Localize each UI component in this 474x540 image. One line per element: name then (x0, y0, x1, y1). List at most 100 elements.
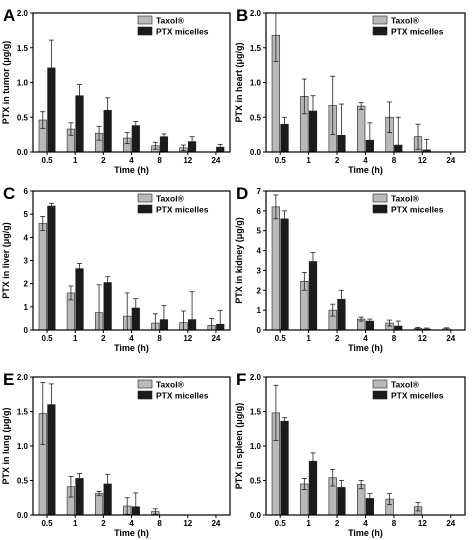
y-tick-label: 2.0 (17, 9, 29, 18)
bar-taxol (38, 223, 47, 331)
x-tick-label: 8 (392, 519, 397, 528)
y-tick-label: 3 (257, 266, 262, 275)
x-axis-label: Time (h) (114, 528, 149, 538)
x-tick-label: 12 (418, 156, 427, 165)
y-tick-label: 0 (24, 326, 29, 335)
plot-frame (32, 12, 231, 153)
bar-taxol (94, 493, 104, 516)
x-tick-label: 4 (363, 334, 368, 343)
panel-letter: C (3, 184, 15, 203)
x-tick-label: 8 (392, 156, 397, 165)
x-tick-label: 1 (306, 334, 311, 343)
y-tick-label: 1.0 (250, 79, 262, 88)
y-tick-label: 0.5 (17, 113, 29, 122)
legend-swatch (137, 193, 153, 203)
y-tick-label: 3 (24, 257, 29, 266)
legend-swatch (137, 204, 153, 214)
x-tick-label: 12 (183, 156, 192, 165)
plot-frame (265, 190, 466, 331)
bar-ptx-micelles (47, 205, 56, 331)
x-tick-label: 12 (418, 519, 427, 528)
x-tick-label: 1 (73, 334, 78, 343)
y-tick-label: 2.0 (250, 373, 262, 382)
panel-letter: B (236, 6, 248, 25)
legend-swatch (137, 26, 153, 36)
y-tick-label: 6 (257, 207, 262, 216)
legend-label: PTX micelles (156, 391, 209, 401)
panel-letter: A (3, 6, 15, 25)
x-axis-label: Time (h) (348, 343, 383, 353)
legend-label: PTX micelles (391, 391, 444, 401)
x-tick-label: 0.5 (42, 334, 54, 343)
x-tick-label: 2 (101, 334, 106, 343)
y-tick-label: 5 (257, 227, 262, 236)
x-tick-label: 8 (392, 334, 397, 343)
y-tick-label: 1.0 (250, 442, 262, 451)
y-tick-label: 4 (257, 247, 262, 256)
y-tick-label: 1.0 (17, 79, 29, 88)
y-axis-label: PTX in liver (μg/g) (1, 222, 11, 299)
legend-swatch (137, 379, 153, 389)
x-tick-label: 1 (306, 519, 311, 528)
y-tick-label: 5 (24, 210, 29, 219)
x-tick-label: 0.5 (275, 156, 287, 165)
bar-taxol (271, 206, 281, 331)
bar-ptx-micelles (75, 478, 84, 516)
x-tick-label: 4 (129, 334, 134, 343)
y-tick-label: 7 (257, 187, 262, 196)
legend-label: PTX micelles (391, 205, 444, 215)
bar-taxol (357, 105, 366, 153)
y-axis-label: PTX in tumor (μg/g) (1, 41, 11, 125)
x-tick-label: 24 (446, 519, 455, 528)
y-tick-label: 1.0 (17, 442, 29, 451)
y-tick-label: 1.5 (17, 408, 29, 417)
bar-taxol (357, 484, 366, 516)
legend-swatch (137, 390, 153, 400)
legend-label: PTX micelles (156, 205, 209, 215)
bar-ptx-micelles (308, 261, 318, 331)
plot-frame (32, 376, 231, 516)
legend-label: PTX micelles (391, 27, 444, 37)
y-axis-label: PTX in heart (μg/g) (234, 42, 244, 122)
x-tick-label: 4 (129, 156, 134, 165)
x-tick-label: 24 (446, 156, 455, 165)
bar-ptx-micelles (280, 218, 289, 331)
x-tick-label: 4 (363, 156, 368, 165)
legend-label: Taxol® (391, 380, 420, 390)
panel-letter: F (236, 370, 246, 389)
y-tick-label: 1.5 (250, 408, 262, 417)
y-axis-label: PTX in lung (μg/g) (1, 408, 11, 485)
x-axis-label: Time (h) (114, 165, 149, 175)
x-tick-label: 8 (157, 519, 162, 528)
y-tick-label: 0.5 (17, 477, 29, 486)
y-tick-label: 0.0 (250, 148, 262, 157)
legend-swatch (137, 15, 153, 25)
bar-ptx-micelles (75, 268, 84, 331)
x-tick-label: 2 (335, 334, 340, 343)
legend-label: Taxol® (391, 16, 420, 26)
legend-label: Taxol® (391, 194, 420, 204)
x-tick-label: 24 (211, 156, 220, 165)
legend-swatch (372, 204, 388, 214)
x-tick-label: 1 (73, 519, 78, 528)
x-tick-label: 0.5 (42, 519, 54, 528)
y-tick-label: 2.0 (17, 373, 29, 382)
x-tick-label: 12 (183, 519, 192, 528)
x-axis-label: Time (h) (114, 343, 149, 353)
panel-letter: D (236, 184, 248, 203)
x-tick-label: 12 (183, 334, 192, 343)
x-tick-label: 2 (335, 519, 340, 528)
x-tick-label: 24 (211, 334, 220, 343)
y-axis-label: PTX in spleen (μg/g) (234, 403, 244, 490)
y-tick-label: 2 (24, 280, 29, 289)
legend-swatch (372, 26, 388, 36)
y-tick-label: 0.5 (250, 113, 262, 122)
y-tick-label: 1 (257, 306, 262, 315)
legend-label: PTX micelles (156, 27, 209, 37)
plot-frame (32, 190, 231, 331)
